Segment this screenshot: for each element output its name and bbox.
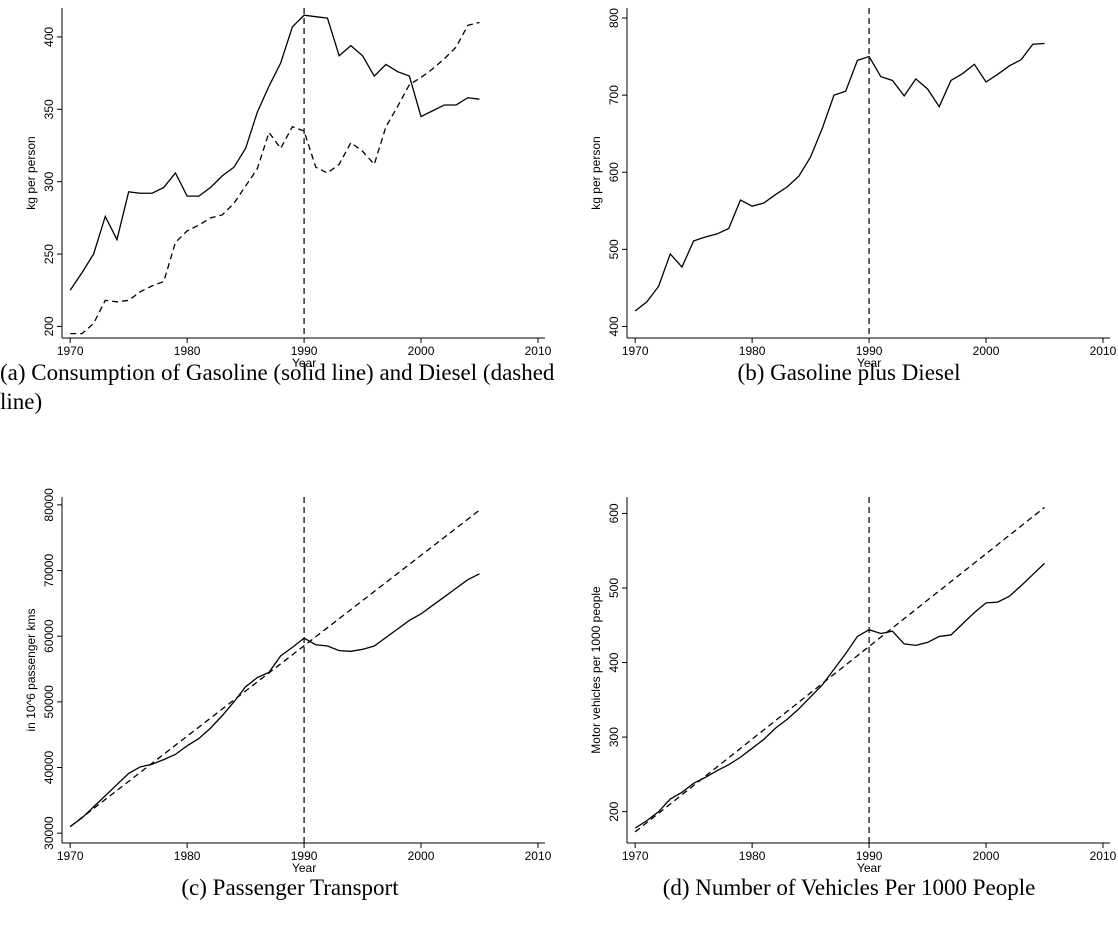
y-tick-label: 300	[607, 727, 621, 747]
x-tick-label: 1970	[622, 849, 649, 863]
series-line	[634, 42, 1045, 312]
x-tick-label: 1970	[622, 344, 649, 358]
x-axis-label: Year	[292, 861, 316, 875]
x-tick-label: 2000	[973, 849, 1000, 863]
x-axis-label: Year	[292, 356, 316, 370]
x-axis-label: Year	[857, 861, 881, 875]
x-tick-label: 2000	[408, 344, 435, 358]
series-line	[69, 573, 480, 828]
x-tick-label: 1980	[739, 344, 766, 358]
x-tick-label: 2000	[973, 344, 1000, 358]
x-axis-label: Year	[857, 356, 881, 370]
y-tick-label: 500	[607, 578, 621, 598]
x-tick-label: 1990	[856, 344, 883, 358]
y-tick-label: 700	[607, 85, 621, 105]
x-tick-label: 1990	[291, 344, 318, 358]
y-tick-label: 600	[607, 162, 621, 182]
x-tick-label: 1990	[291, 849, 318, 863]
series-line	[69, 14, 480, 291]
y-tick-label: 50000	[42, 685, 56, 719]
x-tick-label: 2000	[408, 849, 435, 863]
y-tick-label: 400	[607, 652, 621, 672]
series-line	[70, 21, 480, 335]
y-tick-label: 200	[607, 801, 621, 821]
y-tick-label: 30000	[42, 816, 56, 850]
y-tick-label: 800	[607, 8, 621, 28]
x-tick-label: 1980	[739, 849, 766, 863]
y-tick-label: 400	[42, 27, 56, 47]
y-tick-label: 500	[607, 239, 621, 259]
y-axis-label: Motor vehicles per 1000 people	[589, 586, 603, 754]
x-tick-label: 1970	[57, 849, 84, 863]
y-tick-label: 80000	[42, 488, 56, 522]
x-tick-label: 2010	[1090, 344, 1117, 358]
y-axis-label: in 10^6 passenger kms	[24, 608, 38, 731]
series-line	[634, 506, 1045, 833]
caption: (c) Passenger Transport	[181, 875, 399, 900]
y-tick-label: 400	[607, 316, 621, 336]
y-tick-label: 60000	[42, 619, 56, 653]
x-tick-label: 1990	[856, 849, 883, 863]
series-line	[634, 562, 1045, 829]
y-axis-label: kg per person	[24, 136, 38, 209]
x-tick-label: 1980	[174, 849, 201, 863]
caption: (d) Number of Vehicles Per 1000 People	[662, 875, 1036, 900]
y-tick-label: 40000	[42, 750, 56, 784]
y-tick-label: 70000	[42, 554, 56, 588]
x-tick-label: 2010	[525, 344, 552, 358]
caption: (a) Consumption of Gasoline (solid line)…	[0, 360, 555, 414]
caption: (b) Gasoline plus Diesel	[737, 360, 961, 385]
x-tick-label: 2010	[1090, 849, 1117, 863]
y-tick-label: 200	[42, 316, 56, 336]
y-axis-label: kg per person	[589, 136, 603, 209]
x-tick-label: 1980	[174, 344, 201, 358]
x-tick-label: 1970	[57, 344, 84, 358]
series-line	[69, 509, 480, 828]
y-tick-label: 350	[42, 99, 56, 119]
y-tick-label: 300	[42, 171, 56, 191]
y-tick-label: 250	[42, 244, 56, 264]
y-tick-label: 600	[607, 503, 621, 523]
x-tick-label: 2010	[525, 849, 552, 863]
